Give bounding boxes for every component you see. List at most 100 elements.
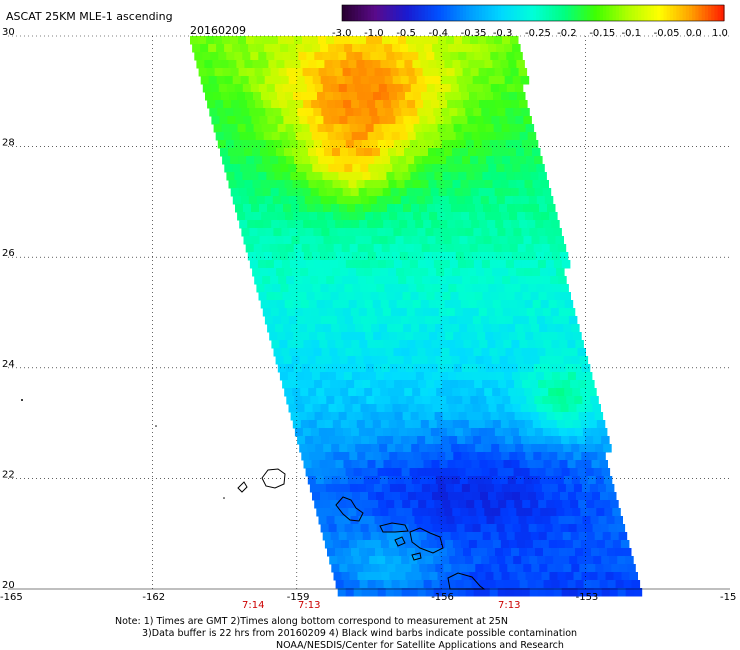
swath-cell [511,100,520,109]
swath-cell [223,100,232,109]
swath-cell [461,332,470,341]
swath-cell [549,364,559,373]
swath-cell [356,300,366,309]
swath-cell [320,284,329,293]
swath-cell [390,36,399,45]
swath-cell [369,436,378,445]
swath-cell [489,468,499,477]
swath-cell [308,148,317,157]
swath-cell [431,580,441,589]
swath-cell [330,532,340,541]
swath-cell [608,524,618,533]
swath-cell [213,92,222,101]
swath-cell [313,140,323,149]
swath-cell [361,348,370,357]
swath-cell [467,324,476,333]
swath-cell [631,580,641,589]
swath-cell [378,500,387,509]
swath-cell [488,492,497,501]
colorbar-slice [679,5,684,21]
swath-cell [320,404,329,413]
swath-cell [476,148,485,157]
colorbar-slice [345,5,349,21]
swath-cell [588,508,597,517]
swath-cell [319,340,328,349]
swath-cell [245,212,254,221]
swath-cell [252,148,261,157]
swath-cell [512,76,522,85]
swath-cell [347,564,356,573]
swath-cell [510,36,519,45]
swath-cell [354,172,363,181]
swath-cell [414,68,424,77]
swath-cell [494,516,503,525]
colorbar-slice [676,5,681,21]
swath-cell [463,372,473,381]
swath-cell [528,196,538,205]
swath-cell [334,516,343,525]
swath-cell [446,276,455,285]
swath-cell [276,268,285,277]
swath-cell [356,508,365,517]
swath-cell [403,564,412,573]
swath-cell [359,252,369,261]
swath-cell [289,108,298,117]
swath-cell [541,452,550,461]
swath-cell [500,268,509,277]
swath-cell [415,460,424,469]
swath-cell [513,468,523,477]
swath-cell [409,108,418,117]
swath-cell [334,156,343,165]
swath-cell [376,196,386,205]
swath-cell [335,252,345,261]
swath-cell [439,252,449,261]
swath-cell [244,60,253,69]
swath-cell [522,532,532,541]
swath-cell [383,220,392,229]
swath-cell [623,580,633,589]
swath-cell [480,44,489,53]
swath-cell [511,372,521,381]
swath-cell [295,100,304,109]
swath-cell [444,180,453,189]
swath-cell [518,308,528,317]
swath-cell [379,476,389,485]
swath-cell [385,140,395,149]
swath-cell [392,164,401,173]
colorbar-slice [520,5,525,21]
swath-cell [352,196,362,205]
swath-cell [361,436,370,445]
swath-cell [248,196,258,205]
colorbar-slice [618,5,623,21]
swath-cell [487,460,496,469]
swath-cell [416,164,425,173]
swath-cell [541,244,551,253]
swath-cell [402,380,411,389]
swath-cell [298,380,307,389]
swath-cell [439,132,449,141]
swath-cell [255,100,264,109]
swath-cell [442,500,451,509]
swath-cell [373,364,383,373]
swath-cell [354,52,363,61]
swath-cell [336,404,345,413]
swath-cell [346,500,355,509]
swath-cell [200,44,209,53]
swath-cell [393,436,402,445]
swath-cell [454,156,463,165]
swath-cell [379,236,388,245]
swath-cell [413,484,423,493]
swath-cell [372,180,381,189]
swath-cell [413,244,423,253]
swath-cell [347,356,357,365]
swath-cell [591,580,601,589]
swath-cell [216,76,226,85]
swath-cell [424,44,433,53]
swath-cell [474,500,483,509]
swath-cell [321,468,331,477]
swath-cell [337,556,346,565]
swath-cell [386,380,395,389]
swath-cell [296,404,305,413]
swath-cell [407,132,417,141]
